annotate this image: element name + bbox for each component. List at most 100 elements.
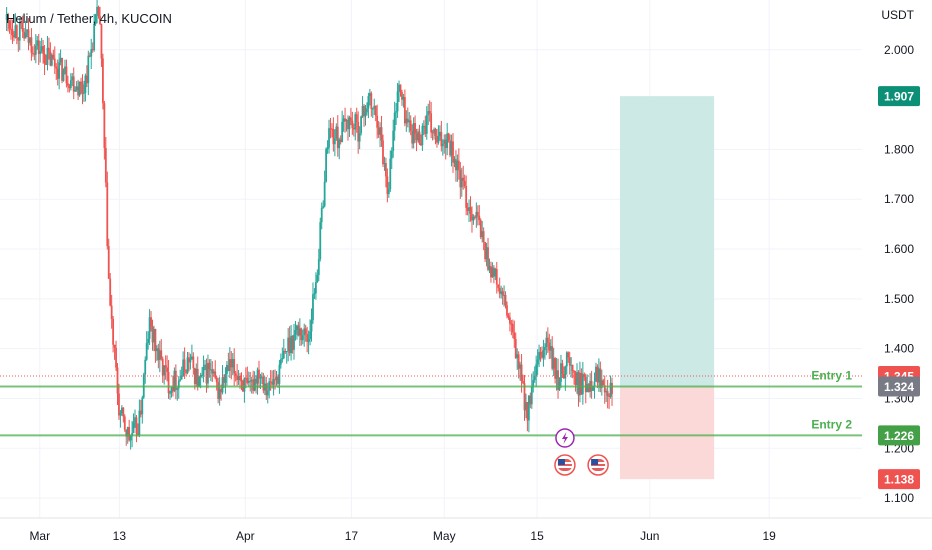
- candle-body: [112, 318, 115, 345]
- candle-body: [157, 348, 160, 361]
- candle-body: [223, 377, 225, 383]
- candle-body: [511, 323, 514, 333]
- candle-body: [249, 380, 252, 382]
- candle-body: [573, 370, 575, 373]
- candle-body: [520, 364, 523, 382]
- candle-body: [438, 131, 441, 137]
- candle-body: [576, 372, 578, 386]
- candle-body: [196, 368, 199, 387]
- candle-body: [182, 359, 185, 376]
- candle-body: [538, 351, 540, 360]
- candle-body: [122, 407, 125, 417]
- candle-body: [204, 364, 206, 367]
- candle-body: [584, 376, 587, 393]
- candle-body: [190, 356, 193, 360]
- candle-body: [452, 141, 454, 163]
- candle-body: [198, 377, 201, 387]
- candle-body: [128, 427, 131, 441]
- candle-body: [485, 247, 488, 260]
- candle-body: [357, 121, 360, 142]
- candle-body: [221, 377, 224, 393]
- candle-body: [266, 390, 269, 396]
- candle-body: [462, 177, 465, 181]
- candle-body: [129, 435, 132, 441]
- price-tag: [878, 469, 920, 490]
- candle-body: [497, 284, 500, 288]
- candle-body: [132, 422, 135, 434]
- candle-body: [492, 267, 495, 277]
- candle-body: [539, 351, 542, 355]
- candle-body: [103, 103, 106, 149]
- candle-body: [602, 380, 605, 386]
- candle-body: [379, 127, 381, 135]
- candle-body: [368, 93, 371, 96]
- price-tag: [878, 86, 920, 107]
- candle-body: [233, 358, 236, 374]
- candle-body: [52, 54, 55, 59]
- candle-body: [319, 222, 322, 260]
- candle-body: [185, 370, 187, 374]
- candle-body: [110, 305, 113, 319]
- candle-body: [49, 51, 52, 66]
- candle-body: [279, 359, 282, 365]
- candle-body: [441, 143, 444, 147]
- loss-zone[interactable]: [619, 386, 715, 480]
- candle-body: [313, 293, 316, 295]
- candle-body: [526, 402, 529, 421]
- candle-body: [460, 177, 463, 188]
- candle-body: [91, 49, 94, 51]
- candle-body: [541, 354, 543, 358]
- candle-body: [433, 129, 435, 133]
- candle-body: [328, 128, 330, 148]
- candle-body: [522, 381, 524, 384]
- candle-body: [282, 350, 285, 359]
- candle-body: [287, 337, 290, 352]
- candle-body: [250, 379, 253, 382]
- profit-zone[interactable]: [619, 96, 715, 387]
- candle-body: [519, 364, 522, 369]
- price-tag-label: 1.138: [884, 473, 914, 487]
- candle-body: [220, 389, 222, 393]
- candle-body: [109, 278, 112, 306]
- candle-body: [40, 46, 43, 52]
- candle-body: [125, 429, 128, 437]
- candle-body: [427, 111, 430, 116]
- candle-body: [151, 326, 154, 343]
- candle-body: [398, 84, 400, 92]
- candle-body: [107, 246, 110, 279]
- candle-body: [565, 352, 568, 367]
- candle-body: [580, 373, 583, 395]
- candle-body: [310, 320, 313, 332]
- candle-body: [552, 358, 555, 369]
- candle-body: [377, 127, 380, 135]
- candle-body: [431, 132, 434, 134]
- candle-body: [192, 356, 195, 369]
- candle-body: [150, 317, 152, 327]
- candle-body: [139, 410, 142, 415]
- candle-body: [99, 16, 101, 25]
- candle-body: [303, 328, 306, 336]
- candle-body: [46, 47, 49, 65]
- candle-body: [246, 378, 249, 383]
- candle-body: [596, 366, 599, 383]
- candle-body: [173, 370, 176, 392]
- candle-body: [90, 49, 93, 57]
- candle-body: [293, 334, 295, 350]
- candle-body: [418, 131, 421, 144]
- x-tick-label: Mar: [29, 529, 50, 543]
- candle-body: [495, 269, 498, 285]
- candle-body: [271, 381, 274, 385]
- x-tick-label: 15: [530, 529, 544, 543]
- candle-body: [422, 125, 425, 127]
- candle-body: [579, 373, 581, 396]
- candle-body: [144, 359, 147, 375]
- candle-body: [374, 105, 377, 116]
- candle-body: [183, 359, 186, 371]
- y-tick-label: 1.600: [884, 242, 914, 256]
- candle-body: [74, 89, 77, 92]
- candle-body: [100, 24, 103, 59]
- candle-body: [21, 22, 24, 32]
- candle-body: [536, 359, 539, 365]
